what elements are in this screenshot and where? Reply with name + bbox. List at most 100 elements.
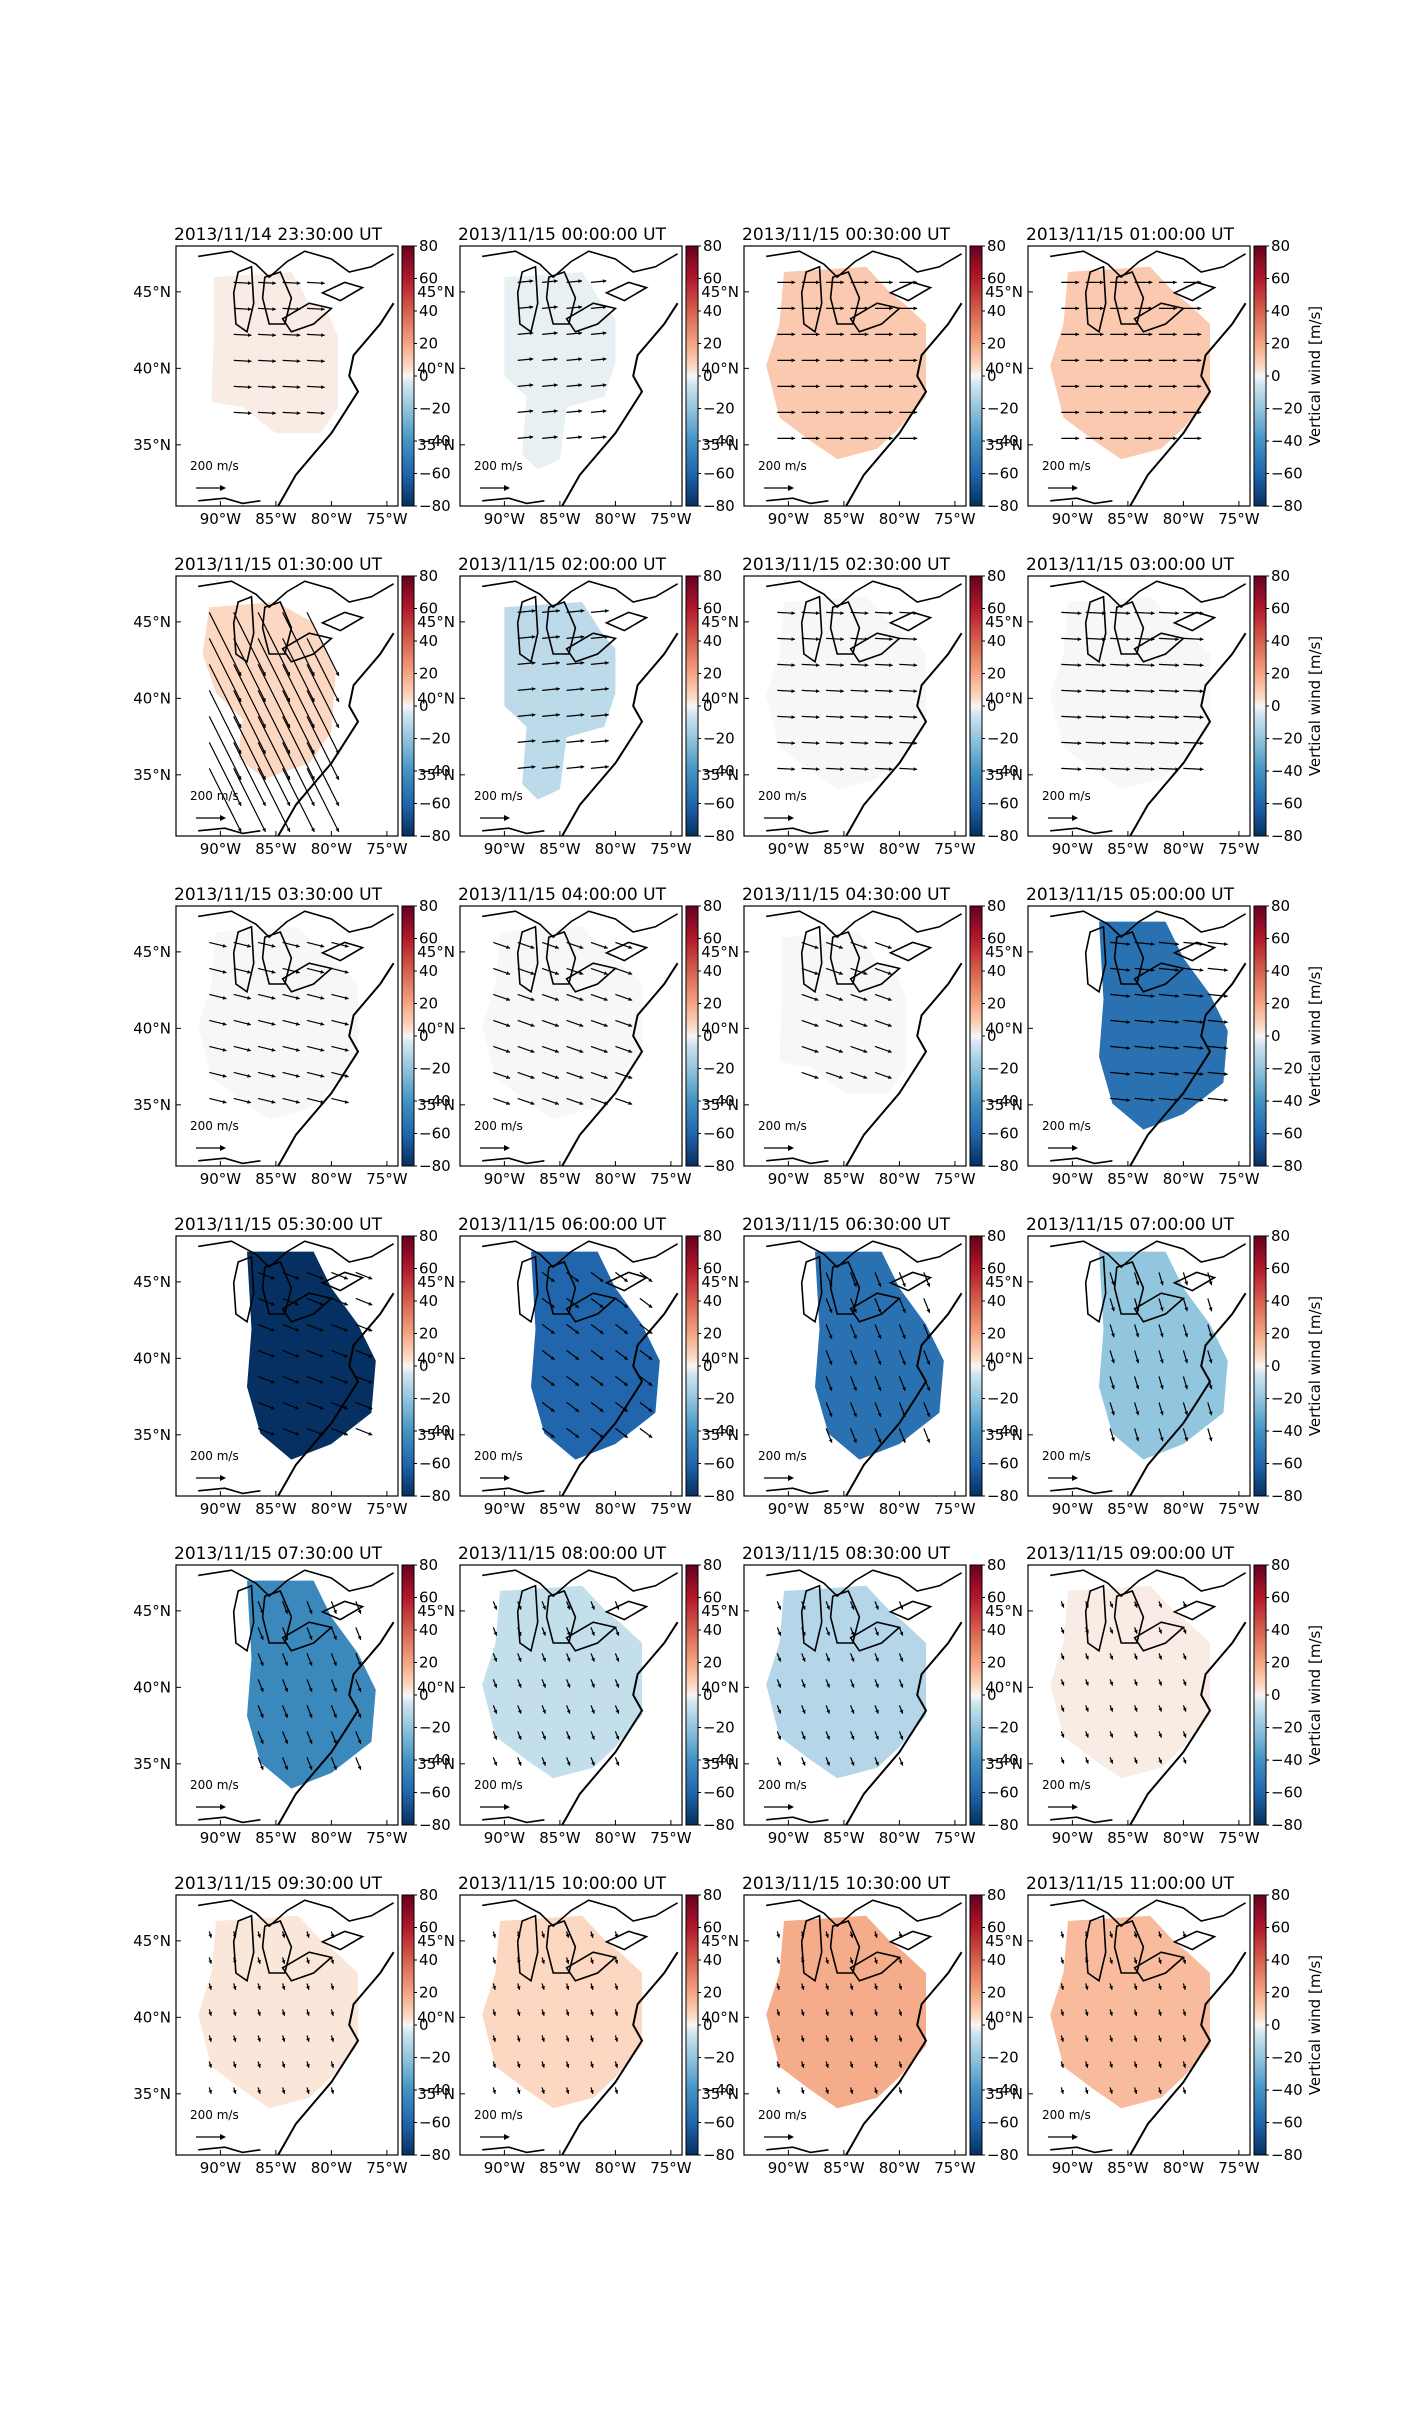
colorbar-tick-label: 0	[703, 1686, 713, 1704]
wind-vector-head	[1133, 1629, 1138, 1634]
wind-vector-head	[344, 944, 349, 948]
wind-vector-head	[1160, 1307, 1164, 1312]
wind-vector-head	[599, 1408, 604, 1412]
wind-vector-head	[232, 2063, 237, 2068]
lon-tick-label: 80°W	[595, 1500, 637, 1518]
scale-arrow-head	[788, 1475, 794, 1481]
lon-tick-label: 85°W	[255, 2159, 297, 2177]
wind-vector	[306, 768, 340, 833]
colorbar-tick-label: 0	[419, 367, 429, 385]
wind-vector-head	[826, 1657, 830, 1662]
wind-vector-head	[368, 1275, 373, 1280]
colorbar-tick-label: 40	[1271, 302, 1290, 320]
lat-tick-label: 45°N	[701, 1932, 739, 1950]
wind-vector-head	[875, 1605, 879, 1610]
colorbar-tick-label: −20	[419, 730, 451, 748]
wind-vector-head	[368, 1379, 373, 1384]
wind-vector-head	[816, 280, 820, 285]
wind-vector-head	[1160, 1437, 1164, 1442]
colorbar-tick-label: 80	[419, 897, 438, 915]
lat-tick-label: 40°N	[985, 1349, 1023, 1367]
gulf-coastline	[198, 1487, 261, 1495]
lat-tick-label: 45°N	[133, 613, 171, 631]
wind-field-region	[815, 1251, 944, 1460]
wind-vector-head	[1102, 611, 1106, 616]
wind-vector-head	[887, 1075, 892, 1079]
wind-vector-head	[1224, 1072, 1228, 1076]
wind-vector-head	[541, 1985, 545, 1990]
wind-vector-head	[284, 1661, 288, 1666]
wind-vector-head	[1126, 767, 1131, 772]
colorbar-tick-label: 60	[987, 930, 1006, 948]
wind-vector-head	[1173, 436, 1177, 441]
colorbar-tick-label: 20	[703, 995, 722, 1013]
panel-title: 2013/11/15 05:30:00 UT	[174, 1215, 383, 1235]
wind-vector-head	[1158, 2011, 1162, 2016]
lake-outline	[829, 1261, 861, 1315]
colorbar-tick-label: 80	[987, 1886, 1006, 1904]
wind-vector-head	[1158, 1959, 1162, 1964]
wind-vector	[208, 612, 242, 677]
lon-tick-label: 80°W	[879, 2159, 921, 2177]
wind-vector-head	[874, 2011, 878, 2016]
lon-tick-label: 85°W	[823, 1500, 865, 1518]
wind-vector-head	[1199, 611, 1204, 616]
wind-vector-head	[815, 611, 820, 615]
wind-vector-head	[295, 1431, 299, 1436]
lon-tick-label: 75°W	[366, 1170, 408, 1188]
wind-vector-head	[566, 1709, 571, 1714]
wind-vector-head	[320, 1074, 325, 1078]
lon-tick-label: 90°W	[1052, 2159, 1094, 2177]
wind-vector-head	[247, 944, 251, 948]
wind-vector-head	[579, 1101, 584, 1105]
coastline	[198, 580, 395, 609]
wind-vector-head	[1208, 1307, 1213, 1312]
coastline	[482, 250, 679, 279]
wind-vector-head	[296, 359, 301, 363]
lat-tick-label: 45°N	[133, 1273, 171, 1291]
wind-vector-head	[580, 765, 585, 769]
wind-vector-head	[791, 611, 795, 615]
wind-vector-head	[603, 997, 608, 1001]
wind-vector-head	[1109, 1655, 1114, 1660]
wind-vector-head	[320, 996, 325, 1000]
wind-vector-head	[553, 409, 558, 414]
wind-vector-head	[877, 1308, 882, 1313]
wind-vector-head	[257, 1985, 261, 1990]
lat-tick-label: 40°N	[985, 689, 1023, 707]
colorbar-tick-label: −80	[703, 2146, 735, 2164]
wind-vector-head	[578, 331, 582, 336]
wind-vector-head	[286, 749, 291, 754]
wind-vector-head	[281, 2063, 286, 2068]
scale-label: 200 m/s	[758, 1119, 807, 1133]
lat-tick-label: 35°N	[985, 436, 1023, 454]
lake-outline	[1084, 595, 1107, 664]
colorbar-tick-label: 80	[1271, 1556, 1290, 1574]
wind-vector-head	[1111, 1281, 1115, 1286]
wind-vector-head	[556, 713, 560, 717]
colorbar	[1253, 905, 1267, 1167]
east-coastline	[277, 962, 395, 1166]
colorbar-tick-label: 20	[1271, 1325, 1290, 1343]
wind-vector-head	[1077, 663, 1082, 668]
wind-vector-head	[1173, 358, 1177, 363]
wind-vector-head	[1199, 1020, 1204, 1024]
colorbar-tick-label: −20	[703, 1060, 735, 1078]
wind-vector-head	[1102, 689, 1106, 694]
wind-vector-head	[913, 410, 918, 415]
panel-content	[766, 1569, 963, 1825]
wind-vector-head	[295, 1327, 299, 1332]
colorbar-label: Vertical wind [m/s]	[1306, 1625, 1324, 1765]
wind-vector-head	[492, 2011, 496, 2016]
colorbar-tick-label: −80	[987, 2146, 1019, 2164]
wind-vector-head	[877, 1282, 882, 1287]
wind-vector-head	[814, 1023, 819, 1027]
lon-tick-label: 85°W	[255, 840, 297, 858]
wind-vector-head	[296, 333, 301, 337]
lon-tick-label: 90°W	[484, 1170, 526, 1188]
panel-content	[1050, 910, 1247, 1166]
